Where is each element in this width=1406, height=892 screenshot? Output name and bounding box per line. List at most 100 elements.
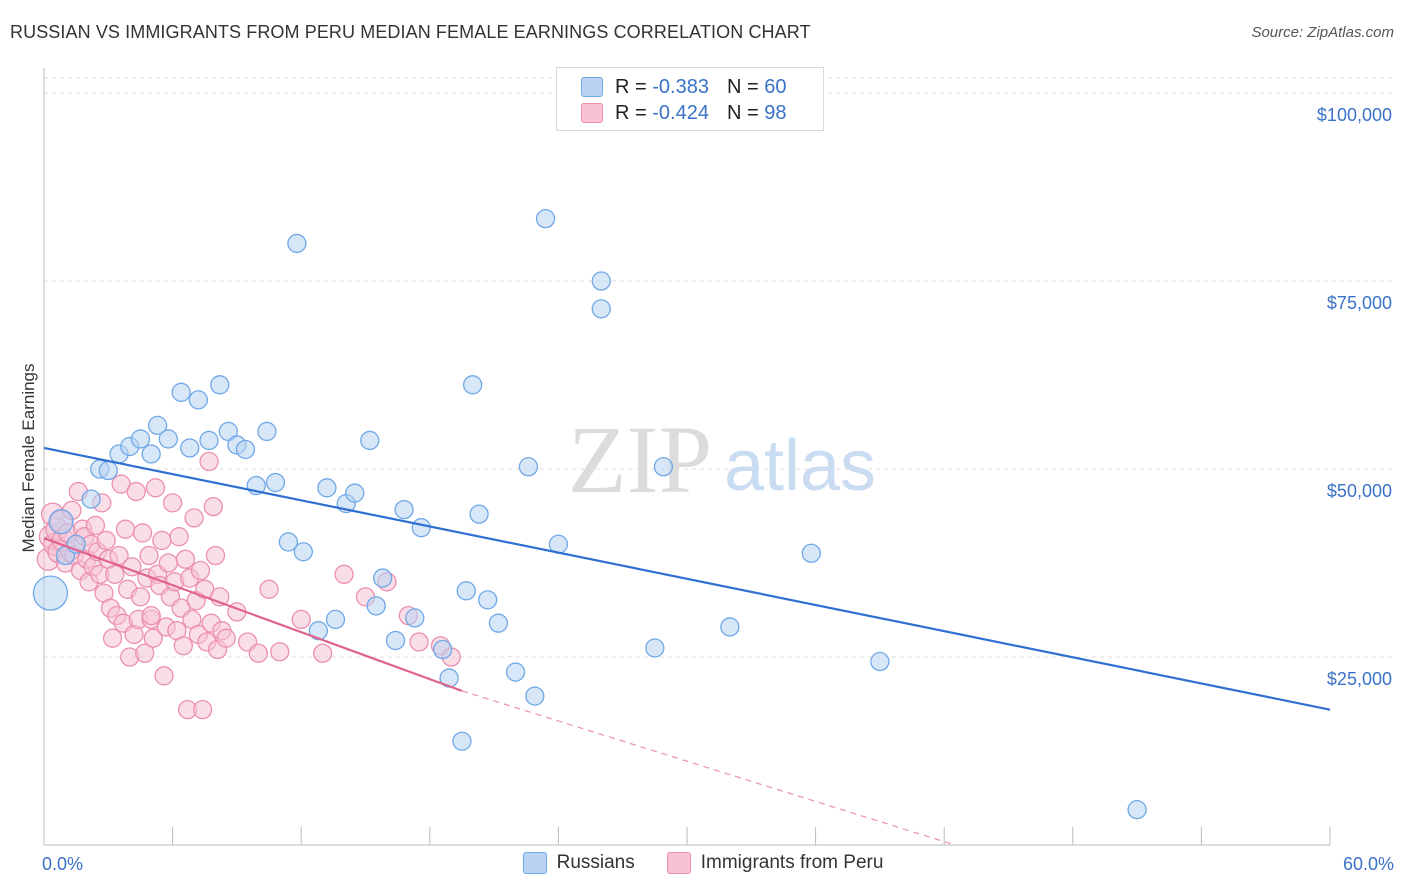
peru-point[interactable] <box>85 515 106 536</box>
legend-label-peru: Immigrants from Peru <box>700 852 884 873</box>
peru-point[interactable] <box>96 530 116 551</box>
russian-point[interactable] <box>1127 800 1147 820</box>
russian-point[interactable] <box>98 460 118 481</box>
russian-point[interactable] <box>345 483 365 503</box>
russian-point[interactable] <box>405 608 425 628</box>
russian-point[interactable] <box>360 430 380 451</box>
russian-point[interactable] <box>257 421 277 442</box>
peru-point[interactable] <box>130 587 151 607</box>
peru-point[interactable] <box>312 643 333 663</box>
russian-point[interactable] <box>801 543 821 563</box>
peru-swatch <box>666 852 691 874</box>
peru-point[interactable] <box>175 549 196 569</box>
peru-point[interactable] <box>184 508 204 528</box>
peru-point[interactable] <box>126 481 146 502</box>
peru-point[interactable] <box>409 632 429 652</box>
peru-point[interactable] <box>205 545 226 566</box>
russian-point[interactable] <box>210 375 230 395</box>
russian-point[interactable] <box>235 439 256 460</box>
russian-point[interactable] <box>870 651 890 672</box>
russian-point[interactable] <box>81 489 101 509</box>
peru-point[interactable] <box>169 527 189 547</box>
peru-point[interactable] <box>259 579 279 599</box>
russian-point[interactable] <box>591 271 611 291</box>
peru-point[interactable] <box>162 493 183 513</box>
russian-point[interactable] <box>141 444 161 464</box>
russian-point[interactable] <box>645 638 665 658</box>
russian-point[interactable] <box>158 429 178 449</box>
russian-point[interactable] <box>478 590 498 610</box>
russian-point[interactable] <box>385 630 406 651</box>
russian-point[interactable] <box>653 457 674 477</box>
peru-point[interactable] <box>158 553 178 573</box>
peru-point[interactable] <box>105 564 125 584</box>
peru-point[interactable] <box>248 643 268 663</box>
russian-point[interactable] <box>488 613 509 633</box>
russian-point[interactable] <box>463 375 483 395</box>
peru-point[interactable] <box>203 496 223 517</box>
russian-point[interactable] <box>372 568 393 588</box>
peru-point[interactable] <box>102 628 123 648</box>
russian-point[interactable] <box>317 478 337 498</box>
russian-point[interactable] <box>505 662 526 682</box>
peru-point[interactable] <box>143 628 163 648</box>
peru-point[interactable] <box>141 606 161 626</box>
russian-point[interactable] <box>456 581 476 601</box>
trend-lines <box>43 446 1331 846</box>
peru-point[interactable] <box>115 519 136 539</box>
legend-label-russians: Russians <box>556 852 635 873</box>
russian-point[interactable] <box>720 617 740 637</box>
legend-row-peru: R = -0.424 N = 98 <box>581 100 786 126</box>
peru-point[interactable] <box>291 609 311 630</box>
peru-point[interactable] <box>139 545 159 566</box>
legend-item-russians[interactable]: Russians <box>522 852 635 874</box>
russian-point[interactable] <box>325 609 346 630</box>
russian-point[interactable] <box>518 457 539 477</box>
russian-point[interactable] <box>452 731 472 751</box>
peru-point[interactable] <box>132 523 153 543</box>
russian-point[interactable] <box>147 415 168 436</box>
russian-point[interactable] <box>308 621 328 641</box>
russian-point[interactable] <box>265 472 286 493</box>
russian-point[interactable] <box>469 504 489 524</box>
russian-point[interactable] <box>32 575 69 611</box>
russian-point[interactable] <box>278 532 298 552</box>
peru-point[interactable] <box>152 530 172 551</box>
russian-point[interactable] <box>130 429 151 449</box>
russian-point[interactable] <box>366 596 386 616</box>
legend-row-russians: R = -0.383 N = 60 <box>581 74 786 100</box>
russian-point[interactable] <box>171 382 191 402</box>
russian-point[interactable] <box>199 430 219 451</box>
peru-point[interactable] <box>199 451 219 472</box>
russian-point[interactable] <box>218 421 238 442</box>
russian-points <box>32 208 1147 820</box>
peru-point[interactable] <box>190 560 211 581</box>
russian-point[interactable] <box>394 499 414 520</box>
legend-n-value: 98 <box>764 101 787 124</box>
russian-point[interactable] <box>433 639 453 660</box>
y-tick-label: $50,000 <box>1327 481 1392 501</box>
peru-point[interactable] <box>154 666 174 686</box>
russian-point[interactable] <box>525 686 545 706</box>
russians-swatch <box>581 77 603 97</box>
russian-point[interactable] <box>188 390 208 410</box>
peru-point[interactable] <box>192 699 213 720</box>
peru-point[interactable] <box>173 636 193 656</box>
russian-point[interactable] <box>293 542 313 562</box>
legend-item-peru[interactable]: Immigrants from Peru <box>666 852 884 874</box>
russian-point[interactable] <box>535 208 556 229</box>
peru-point[interactable] <box>135 643 155 663</box>
y-axis-label: Median Female Earnings <box>19 364 38 553</box>
legend-n-value: 60 <box>764 75 787 98</box>
x-tick-label: 60.0% <box>1343 854 1394 874</box>
peru-point[interactable] <box>270 642 290 662</box>
peru-point[interactable] <box>216 628 236 648</box>
russian-point[interactable] <box>591 299 611 319</box>
russian-point[interactable] <box>411 518 431 538</box>
peru-point[interactable] <box>145 478 166 498</box>
peru-point[interactable] <box>334 564 354 584</box>
russian-point[interactable] <box>287 233 307 254</box>
russian-point[interactable] <box>180 438 200 458</box>
russian-point[interactable] <box>48 509 74 535</box>
legend-r-value: -0.424 <box>652 101 709 124</box>
